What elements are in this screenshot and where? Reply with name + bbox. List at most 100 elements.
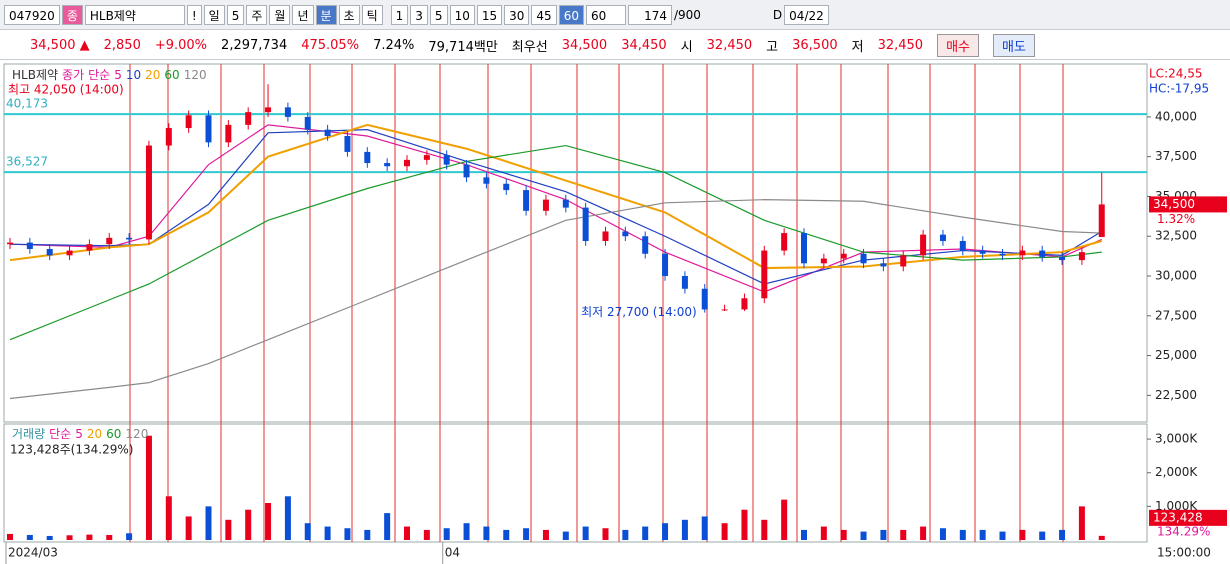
- total: /900: [673, 7, 701, 22]
- last-price: 34,500: [1153, 197, 1195, 211]
- volume-bar: [820, 526, 827, 540]
- candle-body: [900, 255, 907, 267]
- candle-body: [265, 107, 272, 113]
- legend-item: 120: [125, 427, 148, 441]
- volume-bar: [324, 526, 331, 540]
- volume-bar: [344, 528, 351, 540]
- hc: HC:-17,95: [1149, 82, 1209, 96]
- tool-button[interactable]: 45: [531, 4, 557, 25]
- interval-box[interactable]: 60: [585, 4, 626, 25]
- bid: 34,450: [621, 38, 667, 53]
- candle-body: [1039, 250, 1046, 257]
- candle-body: [681, 276, 688, 289]
- last-volume-pct: 134.29%: [1157, 524, 1210, 538]
- tool-button[interactable]: 년: [292, 4, 314, 25]
- tool-button[interactable]: 60: [558, 4, 584, 25]
- high-label: 고: [766, 40, 779, 55]
- volume-bar: [423, 529, 430, 540]
- volume-bar: [542, 529, 549, 540]
- volume-bar: [880, 529, 887, 540]
- volume-bar: [145, 435, 152, 540]
- legend-item: 5: [75, 427, 83, 441]
- candle-body: [284, 107, 291, 117]
- candle-body: [1059, 256, 1066, 261]
- amount: 79,714백만: [428, 40, 498, 55]
- tool-button[interactable]: 10: [449, 4, 475, 25]
- candle-body: [463, 164, 470, 178]
- count-box[interactable]: 174: [627, 4, 672, 25]
- buy-button[interactable]: 매수: [937, 34, 980, 57]
- tool-button[interactable]: 1: [390, 4, 409, 25]
- candle-body: [404, 159, 410, 167]
- d-label: D: [772, 7, 783, 22]
- candle-body: [959, 241, 966, 251]
- volume-bar: [939, 528, 946, 540]
- volume-bar: [126, 533, 133, 540]
- legend-item: 5: [114, 68, 122, 82]
- volume-bar: [46, 535, 53, 540]
- volume-bar: [364, 529, 371, 540]
- ma-line: [9, 124, 1102, 293]
- candle-body: [642, 236, 649, 254]
- last-change: 1.32%: [1157, 212, 1195, 226]
- tool-button[interactable]: 일: [203, 4, 225, 25]
- candle-body: [721, 309, 728, 311]
- code-box[interactable]: 047920: [4, 4, 60, 25]
- candle-body: [820, 258, 827, 264]
- candle-body: [582, 207, 589, 242]
- candle-body: [245, 112, 252, 125]
- candle-body: [126, 237, 133, 240]
- candle-body: [225, 124, 232, 143]
- alert[interactable]: !: [186, 4, 202, 25]
- volume-bar: [7, 533, 13, 540]
- legend-item: 60: [164, 68, 179, 82]
- last-volume: 123,428: [1153, 510, 1203, 524]
- candle-body: [701, 288, 708, 310]
- last-price-box: [1149, 196, 1227, 213]
- volume-bar: [463, 523, 470, 540]
- volume-bar: [404, 526, 410, 540]
- tool-button[interactable]: 분: [315, 4, 337, 25]
- tool-button[interactable]: 주: [246, 4, 268, 25]
- candle-body: [205, 115, 212, 143]
- stock-name[interactable]: HLB제약: [84, 4, 185, 25]
- tool-button[interactable]: 30: [504, 4, 530, 25]
- legend-item: 20: [87, 427, 102, 441]
- volume-bar: [443, 528, 450, 540]
- ma-line: [9, 199, 1102, 400]
- tool-button[interactable]: 5: [429, 4, 448, 25]
- sell-button[interactable]: 매도: [993, 34, 1035, 57]
- legend-item: 단순: [49, 427, 71, 441]
- candle-body: [46, 248, 53, 256]
- volume-bar: [1059, 529, 1066, 540]
- tool-button[interactable]: 15: [476, 4, 503, 25]
- volume-bar: [1098, 535, 1105, 540]
- badge: 종: [61, 4, 83, 25]
- tool-button[interactable]: 3: [410, 4, 428, 25]
- candle-body: [1078, 252, 1085, 261]
- volume: 2,297,734: [221, 38, 288, 53]
- vol-rate: 475.05%: [301, 38, 360, 53]
- tool-button[interactable]: 틱: [361, 4, 383, 25]
- volume-bar: [26, 534, 33, 540]
- volume-bar: [622, 529, 629, 540]
- candle-body: [86, 244, 93, 251]
- ma-line: [9, 129, 1103, 285]
- level-label: 40,173: [6, 97, 48, 111]
- tool-button[interactable]: 초: [338, 4, 360, 25]
- quote-bar: 34,500 ▲ 2,850 +9.00% 2,297,734 475.05% …: [0, 32, 1230, 60]
- y-tick-label: 32,500: [1155, 229, 1197, 243]
- volume-bar: [860, 531, 867, 540]
- tool-button[interactable]: 5: [226, 4, 245, 25]
- legend-item: 60: [106, 427, 121, 441]
- candle-body: [741, 298, 748, 310]
- candle-body: [185, 115, 192, 129]
- candle-body: [1019, 250, 1026, 256]
- volume-bar: [483, 526, 490, 540]
- candle-body: [384, 163, 391, 167]
- date-box[interactable]: 04/22: [784, 4, 829, 25]
- volume-bar: [801, 529, 807, 540]
- tool-button[interactable]: 월: [269, 4, 291, 25]
- candle-body: [880, 263, 887, 267]
